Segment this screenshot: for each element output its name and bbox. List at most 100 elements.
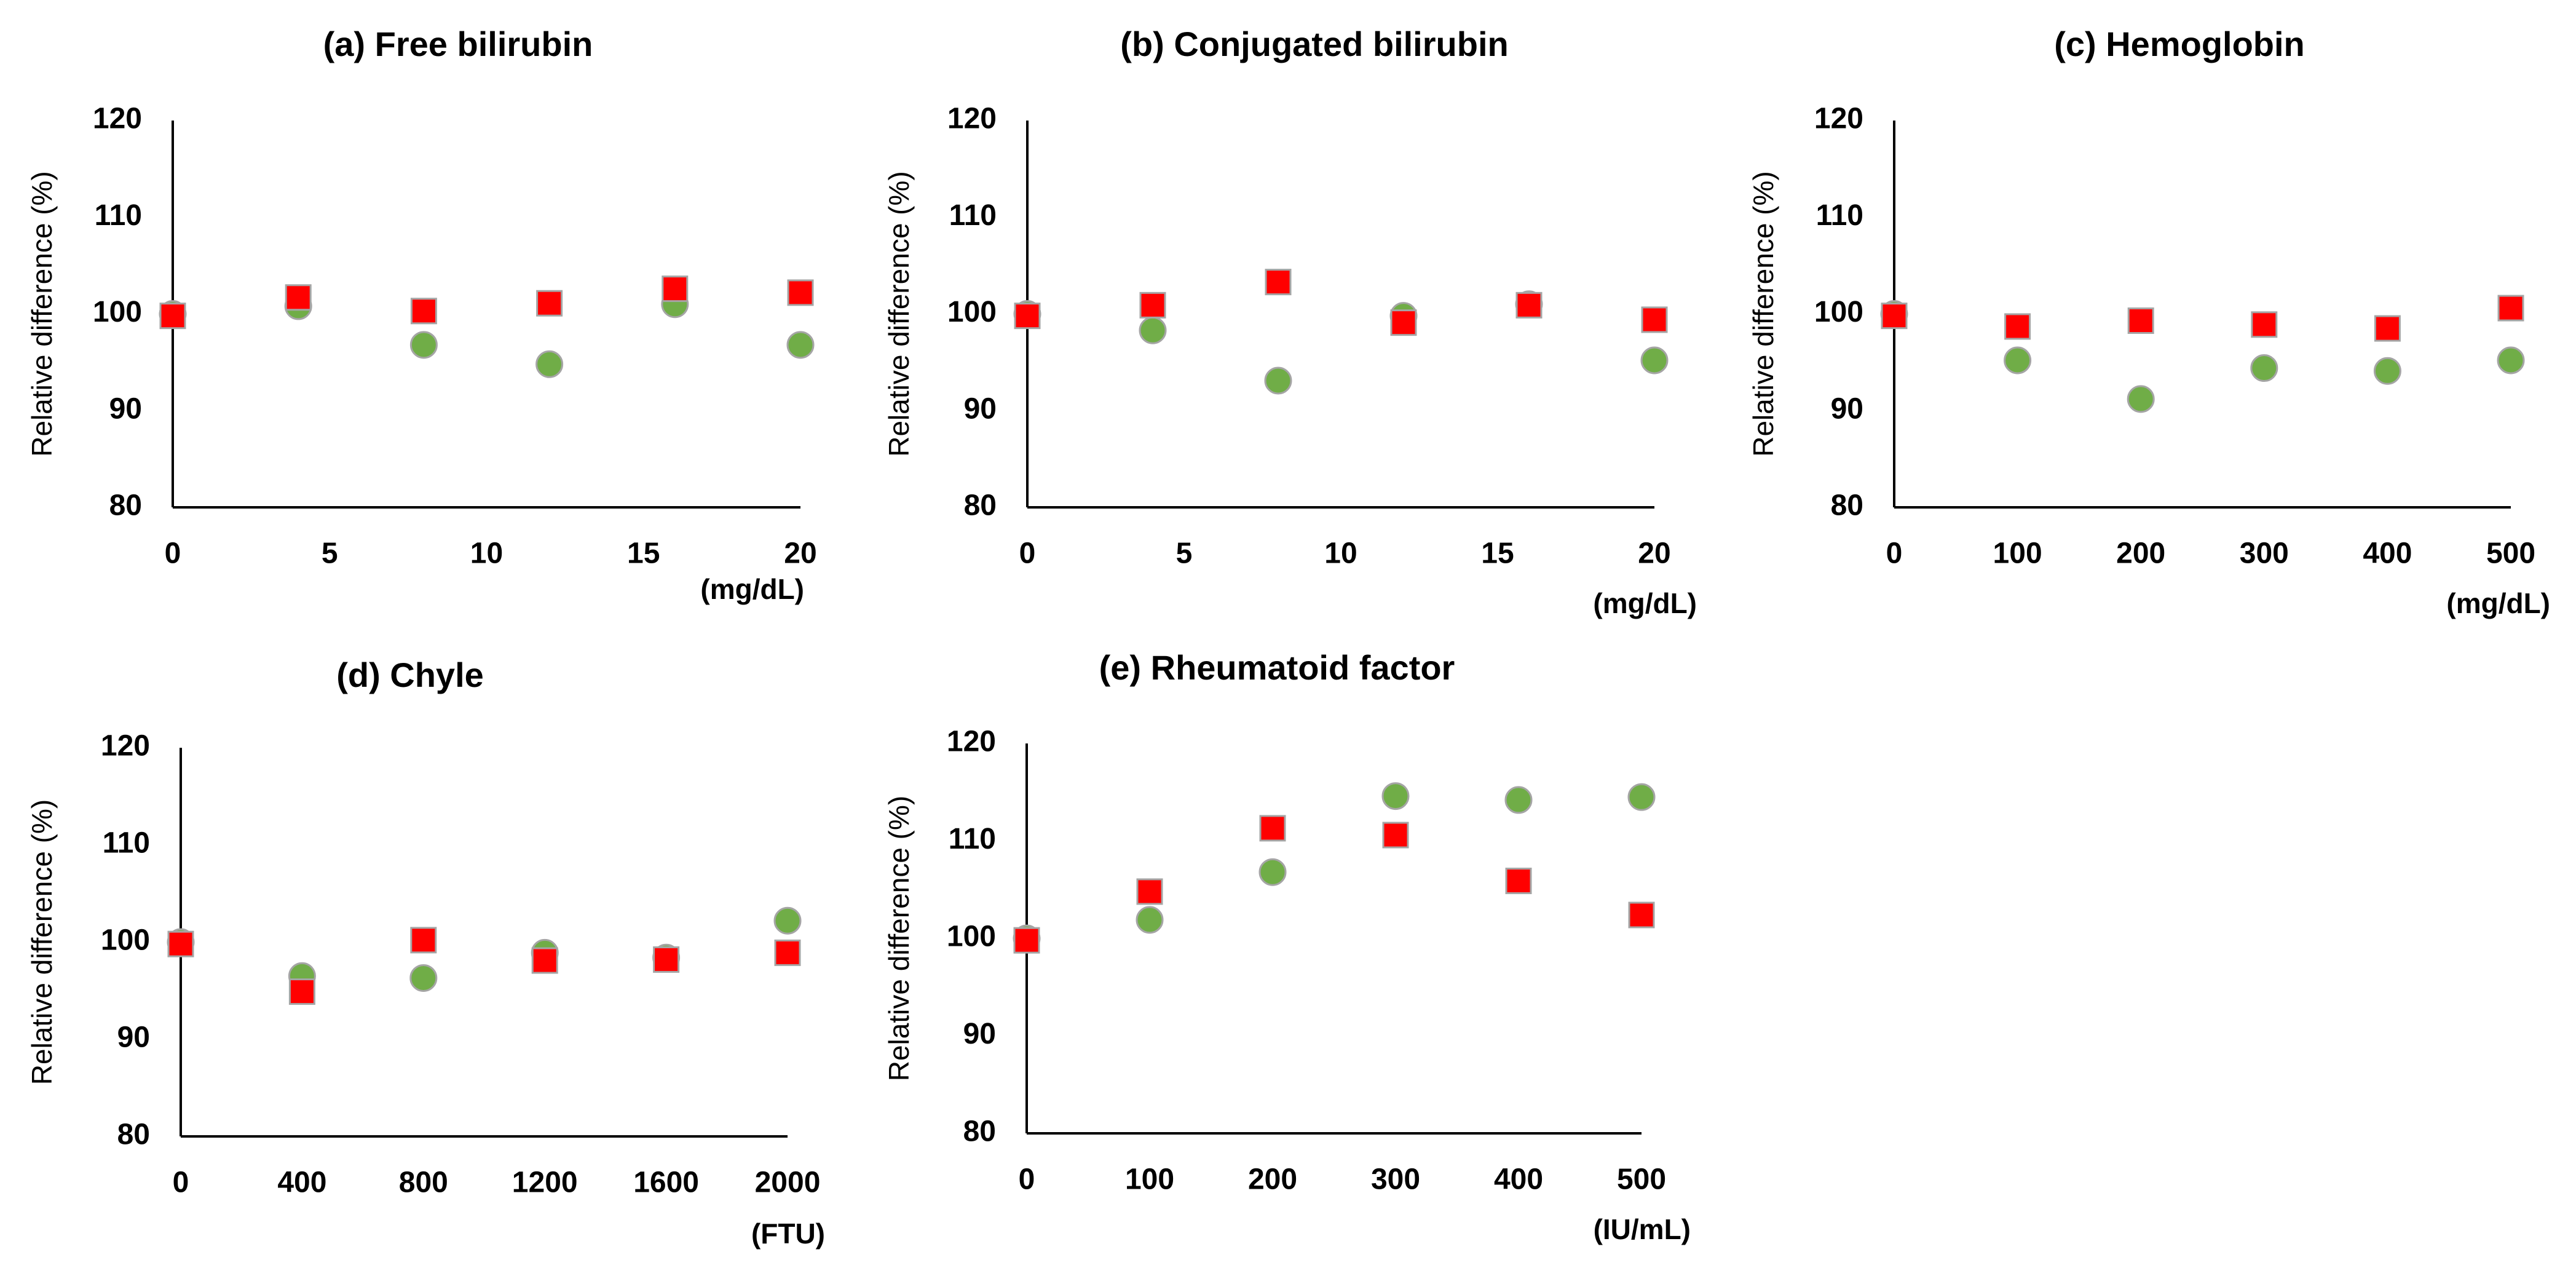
- x-tick-label: 300: [1371, 1163, 1420, 1196]
- circle-marker: [2373, 357, 2401, 385]
- circle-marker: [409, 964, 438, 992]
- y-tick-label: 120: [101, 730, 150, 763]
- y-tick-label: 100: [93, 296, 142, 328]
- y-tick-label: 90: [1831, 392, 1863, 425]
- x-tick-label: 1200: [512, 1167, 578, 1199]
- circle-marker: [1139, 316, 1167, 344]
- x-unit-label: (mg/dL): [700, 573, 804, 605]
- square-marker: [1014, 303, 1041, 330]
- x-tick-label: 1600: [633, 1167, 699, 1199]
- circle-marker: [2497, 346, 2525, 374]
- x-tick-label: 400: [277, 1167, 326, 1199]
- circle-marker: [1264, 367, 1292, 395]
- y-tick-label: 90: [963, 1018, 996, 1050]
- chart-panel-5: (e) Rheumatoid factor 80 90 100 110 120 0 100 20…: [883, 648, 1691, 1245]
- y-tick-label: 110: [103, 827, 150, 860]
- y-tick-label: 80: [963, 1116, 996, 1148]
- circle-marker: [409, 331, 438, 359]
- y-axis-label: Relative difference (%): [26, 799, 58, 1085]
- square-marker: [1136, 878, 1163, 905]
- square-marker: [774, 939, 801, 966]
- y-tick-label: 110: [1816, 199, 1863, 232]
- chart-panel-2: (b) Conjugated bilirubin 80 90 100 110 120 0 5 1…: [883, 25, 1697, 619]
- chart-title: (a) Free bilirubin: [323, 25, 593, 63]
- square-marker: [1382, 822, 1409, 849]
- y-tick-label: 110: [949, 199, 997, 232]
- y-tick-label: 100: [947, 921, 996, 953]
- square-marker: [1881, 303, 1908, 330]
- y-tick-label: 120: [93, 103, 142, 135]
- y-tick-label: 90: [109, 392, 142, 425]
- x-tick-label: 200: [2116, 537, 2165, 570]
- circle-marker: [1627, 783, 1656, 811]
- x-tick-label: 500: [2486, 537, 2535, 570]
- circle-marker: [1136, 906, 1164, 934]
- x-tick-label: 0: [165, 537, 181, 570]
- x-tick-label: 200: [1248, 1163, 1297, 1196]
- y-tick-label: 80: [109, 489, 142, 522]
- x-tick-label: 100: [1993, 537, 2042, 570]
- circle-marker: [1258, 858, 1287, 886]
- x-unit-label: (IU/mL): [1594, 1213, 1691, 1245]
- square-marker: [2004, 313, 2031, 340]
- square-marker: [787, 279, 814, 306]
- circle-marker: [1381, 782, 1410, 810]
- square-marker: [1515, 291, 1543, 319]
- x-tick-label: 800: [399, 1167, 448, 1199]
- square-marker: [1265, 269, 1292, 296]
- square-marker: [159, 303, 186, 330]
- square-marker: [410, 298, 437, 325]
- x-tick-label: 10: [470, 537, 503, 570]
- y-axis-label: Relative difference (%): [26, 171, 58, 456]
- square-marker: [662, 275, 689, 303]
- y-tick-label: 120: [947, 103, 997, 135]
- circle-marker: [535, 350, 564, 378]
- y-axis-label: Relative difference (%): [1747, 171, 1779, 456]
- y-tick-label: 100: [947, 296, 997, 328]
- circle-marker: [773, 906, 802, 935]
- square-marker: [1641, 306, 1668, 333]
- square-marker: [536, 290, 563, 317]
- x-tick-label: 0: [1886, 537, 1903, 570]
- square-marker: [2251, 311, 2278, 338]
- y-tick-label: 80: [1831, 489, 1863, 522]
- square-marker: [1139, 291, 1166, 319]
- chart-title: (e) Rheumatoid factor: [1099, 648, 1455, 687]
- square-marker: [1390, 309, 1417, 336]
- x-tick-label: 400: [1494, 1163, 1543, 1196]
- y-tick-label: 90: [117, 1021, 150, 1054]
- circle-marker: [1640, 346, 1669, 374]
- square-marker: [288, 978, 315, 1005]
- x-tick-label: 15: [627, 537, 660, 570]
- square-marker: [410, 927, 437, 954]
- x-tick-label: 300: [2240, 537, 2289, 570]
- chart-panel-3: (c) Hemoglobin 80 90 100 110 120 0 100 200 300 400…: [1747, 25, 2550, 619]
- y-tick-label: 120: [1814, 103, 1863, 135]
- x-unit-label: (mg/dL): [2446, 587, 2550, 619]
- x-tick-label: 0: [173, 1167, 189, 1199]
- y-axis-label: Relative difference (%): [883, 796, 915, 1081]
- square-marker: [1505, 867, 1532, 894]
- y-tick-label: 110: [95, 199, 142, 232]
- square-marker: [1259, 815, 1286, 842]
- y-tick-label: 100: [1814, 296, 1863, 328]
- circle-marker: [786, 331, 815, 359]
- square-marker: [531, 947, 558, 974]
- chart-panel-1: (a) Free bilirubin 80 90 100 110 120 0 5 10 15 20(…: [26, 25, 817, 605]
- square-marker: [653, 946, 680, 973]
- x-unit-label: (mg/dL): [1593, 587, 1697, 619]
- square-marker: [2374, 315, 2401, 342]
- circle-marker: [2127, 385, 2155, 413]
- x-tick-label: 20: [1638, 537, 1670, 570]
- x-tick-label: 5: [322, 537, 338, 570]
- x-tick-label: 400: [2363, 537, 2412, 570]
- x-tick-label: 0: [1019, 1163, 1035, 1196]
- square-marker: [2127, 307, 2154, 335]
- chart-title: (b) Conjugated bilirubin: [1120, 25, 1508, 63]
- y-tick-label: 80: [964, 489, 997, 522]
- y-axis-label: Relative difference (%): [883, 171, 915, 456]
- chart-title: (c) Hemoglobin: [2054, 25, 2305, 63]
- x-unit-label: (FTU): [751, 1218, 825, 1250]
